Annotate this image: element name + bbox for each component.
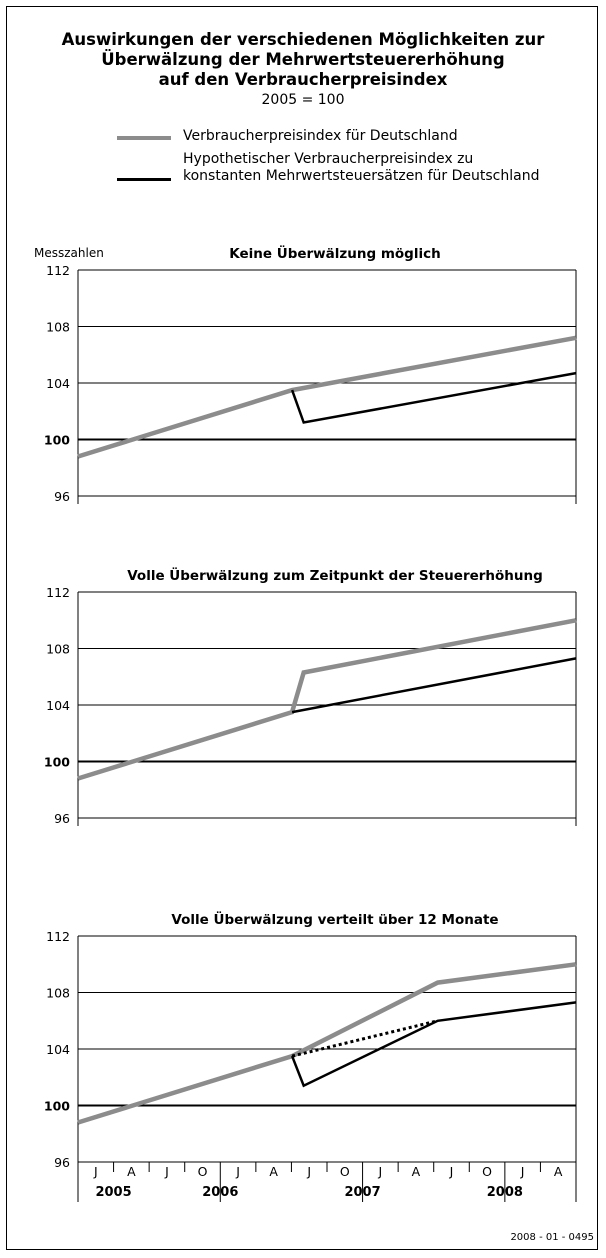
chart-frame [6,6,598,1250]
series-line-hypothetical [290,371,577,424]
y-tick-label: 104 [46,1042,70,1057]
month-tick-label: J [378,1164,383,1179]
year-label: 2005 [95,1185,131,1200]
panel-title: Volle Überwälzung zum Zeitpunkt der Steu… [127,566,543,584]
month-tick-label: O [340,1164,350,1179]
month-tick-label: A [127,1164,136,1179]
title-line-3: auf den Verbraucherpreisindex [158,70,448,89]
legend-label: Verbraucherpreisindex für Deutschland [183,128,458,144]
y-tick-label: 96 [54,811,70,826]
legend: Verbraucherpreisindex für Deutschland Hy… [117,128,597,191]
y-tick-label: 96 [54,489,70,504]
series-line-cpi [77,618,577,781]
legend-swatch-gray [117,136,171,140]
panel-title: Keine Überwälzung möglich [229,244,440,262]
year-label: 2006 [202,1185,238,1200]
legend-item-cpi: Verbraucherpreisindex für Deutschland [117,128,597,145]
y-tick-label: 108 [46,642,70,657]
chart-subtitle: 2005 = 100 [261,92,345,108]
y-tick-label: 100 [44,1099,70,1114]
month-tick-label: O [198,1164,208,1179]
month-tick-label: J [164,1164,169,1179]
title-line-1: Auswirkungen der verschiedenen Möglichke… [61,30,545,49]
source-code: 2008 - 01 - 0495 [510,1232,594,1243]
series-line-hypothetical [291,657,577,714]
y-tick-label: 104 [46,698,70,713]
y-tick-label: 100 [44,433,70,448]
month-tick-label: J [449,1164,454,1179]
year-label: 2008 [487,1185,523,1200]
y-tick-label: 112 [46,263,70,278]
panel-title: Volle Überwälzung verteilt über 12 Monat… [171,910,498,928]
month-tick-label: J [520,1164,525,1179]
y-tick-label: 96 [54,1155,70,1170]
legend-label: konstanten Mehrwertsteuersätzen für Deut… [183,168,540,184]
series-line-hypothetical [290,1001,577,1088]
y-tick-label: 104 [46,376,70,391]
chart-title: Auswirkungen der verschiedenen Möglichke… [0,30,606,90]
title-line-2: Überwälzung der Mehrwertsteuererhöhung [101,50,505,69]
legend-item-hypothetical: Hypothetischer Verbraucherpreisindex zu … [117,151,597,185]
month-tick-label: J [306,1164,311,1179]
month-tick-label: A [412,1164,421,1179]
y-axis-unit-label: Messzahlen [34,246,104,260]
legend-label: Hypothetischer Verbraucherpreisindex zu [183,151,474,167]
month-tick-label: A [554,1164,563,1179]
legend-swatch-black [117,178,171,181]
month-tick-label: J [93,1164,98,1179]
y-tick-label: 108 [46,986,70,1001]
month-tick-label: O [482,1164,492,1179]
year-label: 2007 [344,1185,380,1200]
y-tick-label: 112 [46,929,70,944]
y-tick-label: 100 [44,755,70,770]
y-tick-label: 108 [46,320,70,335]
series-line-cpi [77,962,577,1125]
y-tick-label: 112 [46,585,70,600]
series-line-dotted [291,1019,439,1058]
month-tick-label: A [269,1164,278,1179]
month-tick-label: J [235,1164,240,1179]
